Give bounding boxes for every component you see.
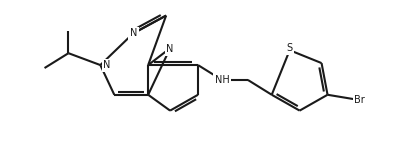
Text: Br: Br [354,95,365,105]
Text: N: N [166,44,174,54]
Text: S: S [287,43,293,53]
Text: N: N [130,28,137,38]
Text: N: N [103,60,111,70]
Text: NH: NH [215,75,229,85]
